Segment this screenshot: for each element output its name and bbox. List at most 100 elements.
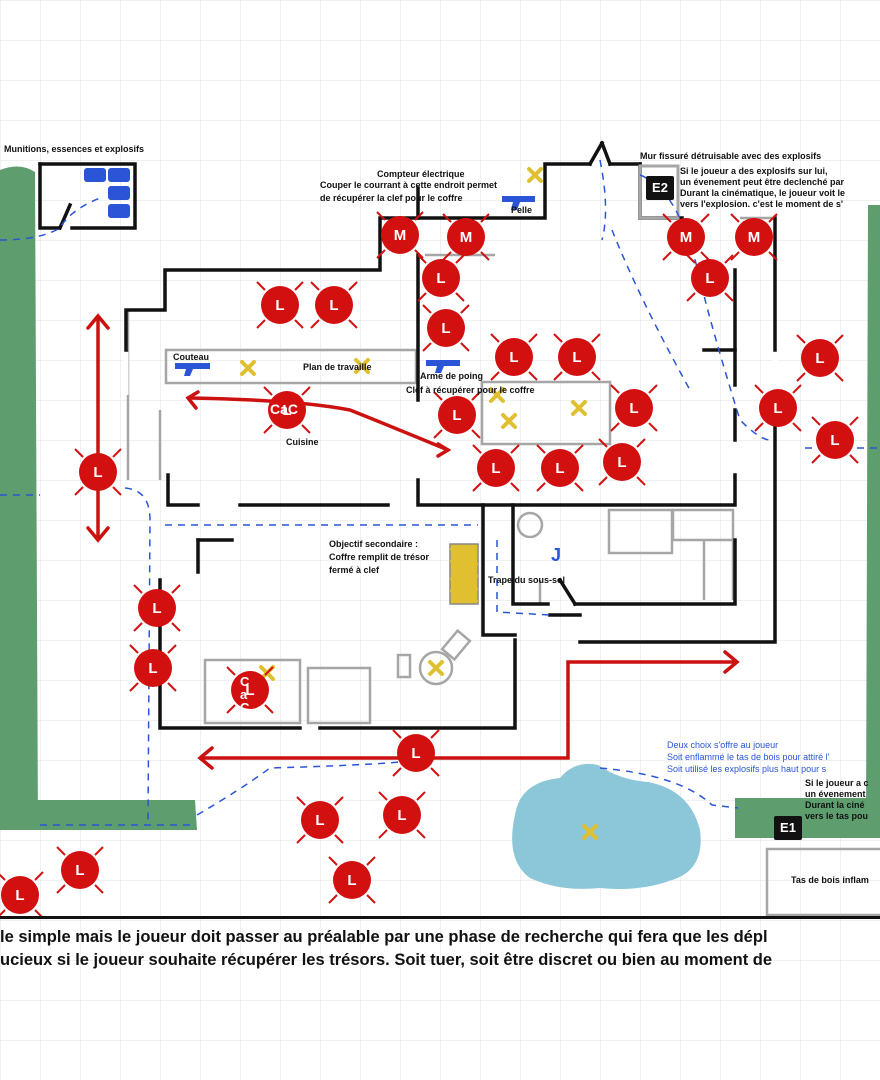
enemy-letter: L	[148, 660, 157, 677]
enemy-marker: L	[310, 281, 358, 329]
enemy-letter: L	[830, 432, 839, 449]
enemy-letter: L	[152, 600, 161, 617]
enemy-letter: L	[452, 407, 461, 424]
knife-label: Couteau	[173, 352, 209, 362]
enemy-marker: L	[422, 304, 470, 352]
enemy-marker: L	[133, 584, 181, 632]
enemy-marker: L	[472, 444, 520, 492]
item-marker	[527, 167, 543, 183]
enemy-marker: L	[686, 254, 734, 302]
secondary-objective-line3: fermé à clef	[329, 565, 380, 575]
e2-note-line: Si le joueur a des explosifs sur lui,	[680, 166, 828, 176]
enemy-letter: M	[748, 229, 761, 246]
e1-note-line: Si le joueur a c	[805, 778, 869, 788]
enemy-markers: M M M M L L L L L L L L L L L L L L L L L L L L L L L L L L	[0, 211, 859, 919]
fist-weapon-label: Arme de poing	[420, 371, 484, 381]
hatch-marker: J	[551, 545, 562, 565]
enemy-marker: M	[730, 213, 778, 261]
cac-top-label: CaC	[270, 401, 299, 417]
enemy-marker: L	[490, 333, 538, 381]
electric-meter-line2: de récupérer la clef pour le coffre	[320, 193, 463, 203]
enemy-letter: L	[315, 812, 324, 829]
enemy-letter: L	[75, 862, 84, 879]
enemy-marker: L	[417, 254, 465, 302]
electric-meter-line1: Couper le courrant à cette endroit perme…	[320, 180, 498, 190]
item-marker	[582, 824, 598, 840]
item-marker	[462, 587, 478, 603]
enemy-marker: L	[74, 448, 122, 496]
enemy-marker: L	[433, 391, 481, 439]
stealth-paths	[0, 159, 880, 826]
enemy-letter: M	[394, 227, 407, 244]
enemy-marker: L	[598, 438, 646, 486]
enemy-letter: L	[275, 297, 284, 314]
item-marker	[354, 358, 370, 374]
enemy-marker: L	[392, 729, 440, 777]
ammo-crates	[84, 168, 130, 218]
enemy-letter: L	[509, 349, 518, 366]
enemy-letter: L	[815, 350, 824, 367]
e2-note-line: Durant la cinématique, le joueur voit le	[680, 188, 846, 198]
enemy-letter: L	[773, 400, 782, 417]
cracked-wall-label: Mur fissuré détruisable avec des explosi…	[640, 151, 822, 161]
patrol-routes	[86, 313, 740, 770]
item-markers	[240, 167, 598, 840]
e2-note-line: un évenement peut être declenché par	[680, 177, 845, 187]
enemy-letter: L	[411, 745, 420, 762]
chest-key-label: Clef à récupérer pour le coffre	[406, 385, 535, 395]
exit2-frame	[638, 164, 680, 220]
enemy-letter: L	[282, 402, 291, 419]
enemy-marker: L	[796, 334, 844, 382]
e2-note-line: vers l'explosion. c'est le moment de s'	[680, 199, 843, 209]
enemy-letter: L	[397, 807, 406, 824]
enemy-marker: L	[811, 416, 859, 464]
secondary-objective-line1: Objectif secondaire :	[329, 539, 419, 549]
secondary-objective-line2: Coffre remplit de trésor	[329, 552, 430, 562]
enemy-marker: L	[256, 281, 304, 329]
e1-note-line: Durant la ciné	[805, 800, 865, 810]
cac-bottom-label: CaC	[240, 674, 250, 715]
e1-note-line: vers le tas pou	[805, 811, 869, 821]
woodpile-label: Tas de bois inflam	[791, 875, 869, 885]
footer-line2: ucieux si le joueur souhaite récupérer l…	[0, 951, 773, 969]
choice-note-line: Soit utilisé les explosifs plus haut pou…	[667, 764, 827, 774]
choice-note-line: Deux choix s'offre au joueur	[667, 740, 779, 750]
ammo-room-label: Munitions, essences et explosifs	[4, 144, 145, 154]
kitchen-label: Cuisine	[286, 437, 319, 447]
enemy-marker: M	[376, 211, 424, 259]
enemy-letter: L	[436, 270, 445, 287]
enemy-marker: L	[226, 666, 274, 714]
choice-note-line: Soit enflammé le tas de bois pour attiré…	[667, 752, 830, 762]
item-marker	[240, 360, 256, 376]
enemy-marker: L	[129, 644, 177, 692]
enemy-marker: M	[662, 213, 710, 261]
enemy-letter: L	[347, 872, 356, 889]
enemy-letter: L	[572, 349, 581, 366]
item-marker	[501, 413, 517, 429]
enemy-letter: L	[705, 270, 714, 287]
enemy-marker: L	[536, 444, 584, 492]
enemy-marker: M	[442, 213, 490, 261]
enemy-letter: L	[329, 297, 338, 314]
enemy-marker: L	[0, 871, 44, 919]
workbench-label: Plan de travaille	[303, 362, 372, 372]
enemy-marker: L	[296, 796, 344, 844]
enemy-letter: L	[15, 887, 24, 904]
item-marker	[450, 547, 466, 563]
item-marker	[462, 562, 478, 578]
enemy-marker: L	[610, 384, 658, 432]
e1-note-line: un évenement	[805, 789, 866, 799]
electric-meter-title: Compteur électrique	[377, 169, 465, 179]
weapon-icons	[175, 196, 535, 376]
enemy-marker: L	[378, 791, 426, 839]
enemy-marker: L	[754, 384, 802, 432]
exit2-badge: E2	[646, 176, 674, 200]
enemy-marker: L	[328, 856, 376, 904]
exit1-badge: E1	[774, 816, 802, 840]
enemy-marker: L	[56, 846, 104, 894]
enemy-letter: M	[680, 229, 693, 246]
item-marker	[428, 660, 444, 676]
footer-line1: le simple mais le joueur doit passer au …	[0, 928, 768, 946]
enemy-letter: L	[629, 400, 638, 417]
